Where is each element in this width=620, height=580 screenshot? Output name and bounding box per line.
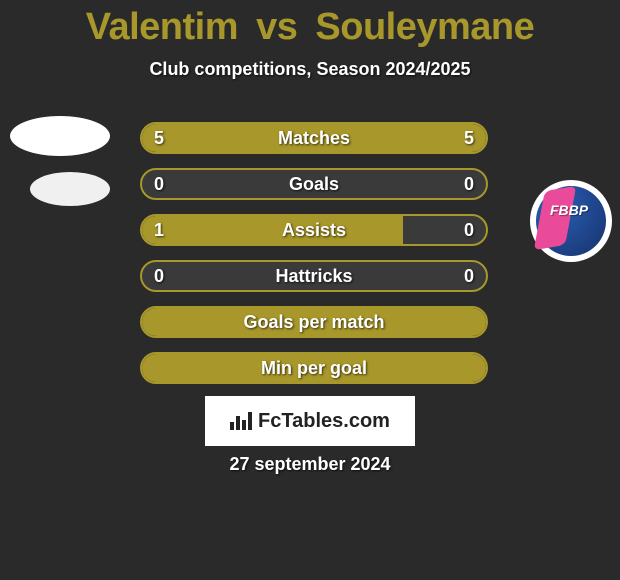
- left-team-badge: [10, 116, 110, 156]
- player1-name: Valentim: [86, 6, 238, 48]
- stat-label: Hattricks: [142, 262, 486, 290]
- stat-value-left: 0: [154, 170, 164, 198]
- stat-row: 10Assists: [140, 214, 488, 246]
- stat-value-left: 0: [154, 262, 164, 290]
- stat-fill-left: [142, 308, 486, 336]
- stat-fill-left: [142, 124, 314, 152]
- fctables-logo: FcTables.com: [205, 396, 415, 446]
- stats-bars: 55Matches00Goals10Assists00HattricksGoal…: [140, 122, 488, 398]
- vs-text: vs: [256, 6, 297, 48]
- right-team-badge: FBBP: [530, 180, 612, 262]
- stat-row: 0 0Goals: [140, 168, 488, 200]
- logo-text: FcTables.com: [258, 410, 390, 433]
- subtitle: Club competitions, Season 2024/2025: [0, 59, 620, 80]
- stat-value-right: 5: [464, 124, 474, 152]
- stat-row: Min per goal: [140, 352, 488, 384]
- stat-fill-left: [142, 216, 403, 244]
- stat-label: Goals: [142, 170, 486, 198]
- stat-row: 0 0Hattricks: [140, 260, 488, 292]
- stat-value-left: 1: [154, 216, 164, 244]
- left-team-badge-secondary: [30, 172, 110, 206]
- stat-value-left: 5: [154, 124, 164, 152]
- stat-row: Goals per match: [140, 306, 488, 338]
- stat-row: 55Matches: [140, 122, 488, 154]
- stat-fill-left: [142, 354, 486, 382]
- stat-value-right: 0: [464, 262, 474, 290]
- stat-value-right: 0: [464, 216, 474, 244]
- date-text: 27 september 2024: [0, 454, 620, 475]
- stat-fill-right: [314, 124, 486, 152]
- comparison-title: Valentim vs Souleymane: [0, 0, 620, 49]
- player2-name: Souleymane: [315, 6, 534, 48]
- stat-value-right: 0: [464, 170, 474, 198]
- badge-text: FBBP: [550, 202, 588, 218]
- logo-bars-icon: [230, 412, 252, 430]
